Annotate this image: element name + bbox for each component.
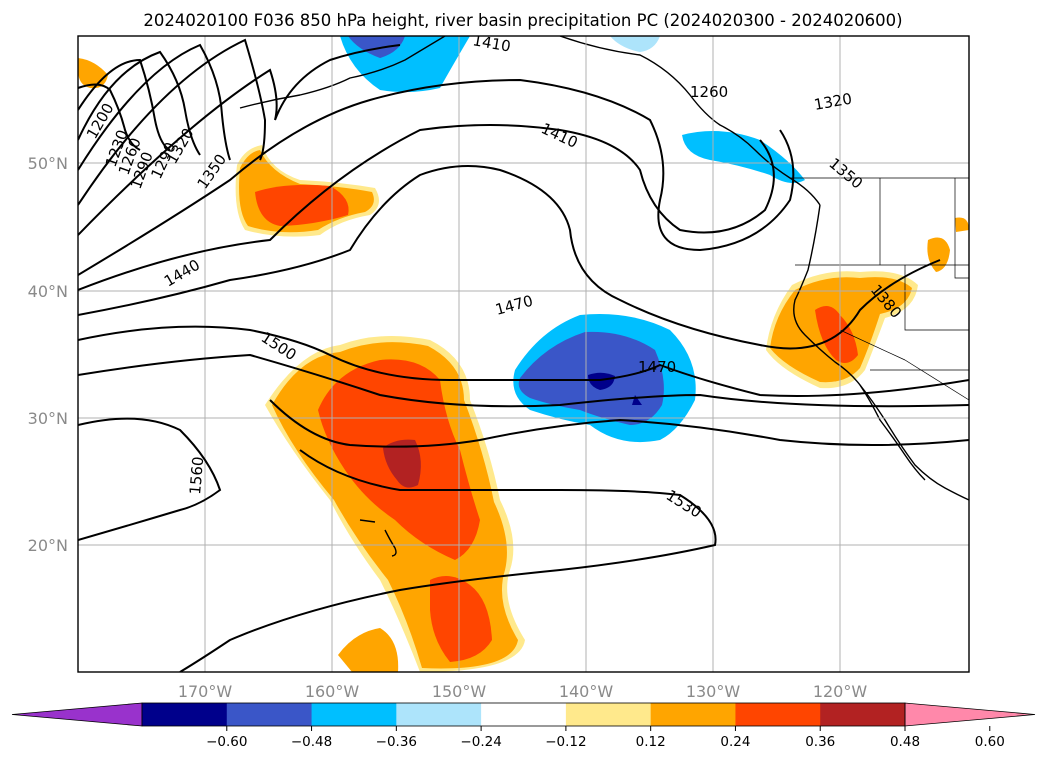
colorbar-tick-label: 0.12 <box>636 734 666 750</box>
colorbar-tick-label: 0.24 <box>720 734 750 750</box>
colorbar-tick-label: −0.12 <box>545 734 586 750</box>
precip-blue-north-light <box>610 36 660 52</box>
precip-core-darkred <box>383 439 421 488</box>
lat-label-40n: 40°N <box>28 282 68 301</box>
colorbar-segment <box>396 703 482 726</box>
colorbar-tick-label: −0.48 <box>291 734 332 750</box>
precip-southern-redorange <box>430 576 492 662</box>
precip-blue-north-royal <box>348 36 405 58</box>
lon-label-120w: 120°W <box>813 682 868 701</box>
colorbar-frame <box>141 702 906 727</box>
colorbar-tick-label: 0.60 <box>975 734 1005 750</box>
state-borders <box>790 177 969 401</box>
longitude-labels: 170°W 160°W 150°W 140°W 130°W 120°W <box>178 682 868 701</box>
lon-label-150w: 150°W <box>432 682 487 701</box>
colorbar-segment <box>565 703 652 726</box>
coastlines <box>239 36 969 557</box>
precip-interior-edge <box>955 217 969 232</box>
lon-label-160w: 160°W <box>305 682 360 701</box>
coast-alaska <box>239 36 446 109</box>
precip-small-south <box>338 628 399 672</box>
colorbar-segment <box>481 703 567 726</box>
lon-label-170w: 170°W <box>178 682 233 701</box>
coast-alaska-panhandle <box>559 36 821 206</box>
lon-label-140w: 140°W <box>559 682 614 701</box>
colorbar-segment <box>735 703 821 726</box>
colorbar-tick-label: −0.24 <box>460 734 501 750</box>
contour-label-1260: 1260 <box>690 83 728 101</box>
height-contours <box>78 38 969 672</box>
latitude-labels: 50°N 40°N 30°N 20°N <box>28 154 68 555</box>
colorbar-segment <box>650 703 736 726</box>
colorbar-tick-label: 0.48 <box>890 734 920 750</box>
contour-label-1410-north: 1410 <box>471 31 512 55</box>
coast-pnw <box>793 204 969 501</box>
map-frame <box>77 35 970 673</box>
coast-baja <box>859 384 926 481</box>
colorbar-extend-high <box>904 702 1036 727</box>
contour-label-1560: 1560 <box>186 456 207 496</box>
colorbar: −0.60 −0.48 −0.36 −0.24 −0.12 0.12 0.24 0.36 0.4… <box>11 702 1036 750</box>
lon-label-130w: 130°W <box>686 682 741 701</box>
figure-title: 2024020100 F036 850 hPa height, river ba… <box>143 11 902 30</box>
lat-label-30n: 30°N <box>28 409 68 428</box>
precip-negative-anomalies <box>340 36 805 443</box>
colorbar-segment <box>226 703 313 726</box>
lat-label-20n: 20°N <box>28 536 68 555</box>
colorbar-extend-low <box>11 702 143 727</box>
map-area: 1410 1260 1320 1350 1410 1320 1350 1440 … <box>78 31 969 672</box>
colorbar-tick-label: −0.36 <box>376 734 417 750</box>
precip-positive-anomalies <box>78 58 969 672</box>
colorbar-tick-label: −0.60 <box>206 734 247 750</box>
precip-nw-redorange <box>255 184 349 226</box>
colorbar-segment <box>311 703 397 726</box>
colorbar-tick-label: 0.36 <box>805 734 835 750</box>
precip-blue-navy <box>588 372 615 390</box>
colorbar-segment <box>142 703 228 726</box>
lat-label-50n: 50°N <box>28 154 68 173</box>
hawaii <box>359 519 397 557</box>
contour-label-1470-east: 1470 <box>638 358 676 376</box>
colorbar-segment <box>820 703 906 726</box>
